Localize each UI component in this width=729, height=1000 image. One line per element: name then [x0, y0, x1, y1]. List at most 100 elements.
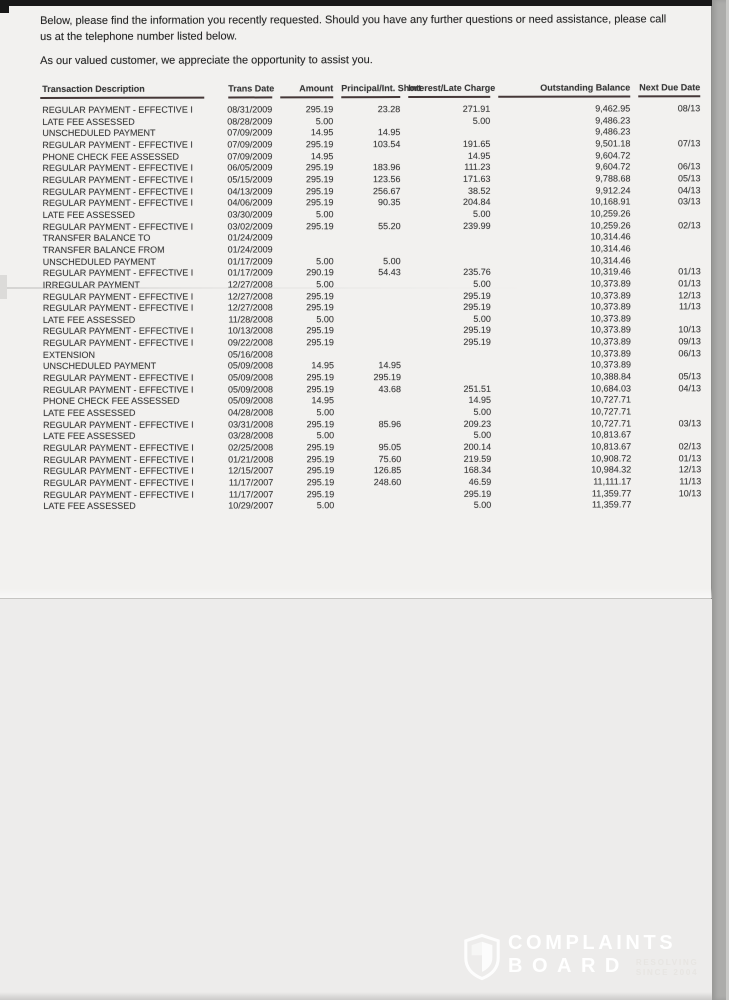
cell-amount: 295.19: [306, 383, 335, 395]
cell-amount: 14.95: [311, 360, 334, 371]
cell-principal-int-short: [334, 314, 401, 326]
cell-next-due-date: 12/13: [678, 289, 701, 300]
cell-principal-int-short: 103.54: [372, 139, 401, 150]
scan-bottom-shadow: [0, 992, 712, 1000]
cell-outstanding-balance: 9,604.72: [595, 150, 631, 161]
cell-next-due-date: 04/13: [677, 184, 701, 195]
watermark-title-top: COMPLAINTS: [508, 932, 677, 954]
cell-description: REGULAR PAYMENT - EFFECTIVE I: [42, 197, 194, 209]
cell-interest-late-charge: [401, 372, 491, 384]
cell-interest-late-charge: 14.95: [467, 150, 491, 161]
cell-outstanding-balance: 10,373.89: [590, 313, 631, 324]
cell-amount: 14.95: [311, 395, 335, 406]
header-next-due-date: Next Due Date: [638, 82, 701, 98]
paper-lower-fold-region: [0, 599, 712, 1000]
paper-crease-upper: [0, 287, 712, 289]
cell-amount: 295.19: [305, 174, 334, 185]
cell-interest-late-charge: 209.23: [463, 418, 492, 429]
table-row: LATE FEE ASSESSED 10/29/2007 5.00 5.00 1…: [41, 500, 701, 513]
cell-amount: 5.00: [316, 407, 335, 418]
cell-trans-date: 01/17/2009: [227, 255, 273, 267]
cell-next-due-date: 10/13: [678, 324, 701, 335]
cell-interest-late-charge: 46.59: [468, 476, 492, 487]
cell-interest-late-charge: [401, 244, 491, 256]
cell-trans-date: 01/21/2008: [228, 454, 274, 465]
cell-principal-int-short: 123.56: [372, 173, 401, 185]
cell-outstanding-balance: 10,259.26: [590, 220, 631, 231]
cell-next-due-date: [631, 430, 701, 442]
cell-description: REGULAR PAYMENT - EFFECTIVE I: [42, 186, 194, 197]
cell-description: TRANSFER BALANCE TO: [42, 232, 151, 244]
cell-description: REGULAR PAYMENT - EFFECTIVE I: [42, 302, 194, 314]
cell-amount: 5.00: [316, 500, 335, 511]
cell-interest-late-charge: 5.00: [473, 313, 491, 324]
cell-amount: 5.00: [316, 279, 334, 290]
cell-next-due-date: 04/13: [678, 383, 702, 394]
cell-interest-late-charge: 5.00: [473, 406, 492, 417]
cell-trans-date: 02/25/2008: [228, 442, 274, 453]
intro-paragraph: Below, please find the information you r…: [40, 12, 712, 45]
cell-outstanding-balance: 10,373.89: [590, 324, 631, 336]
header-outstanding-balance: Outstanding Balance: [498, 82, 631, 98]
cell-next-due-date: [630, 150, 700, 162]
cell-interest-late-charge: 5.00: [472, 115, 491, 126]
cell-trans-date: 01/17/2009: [227, 267, 273, 278]
cell-description: IRREGULAR PAYMENT: [42, 279, 140, 290]
cell-principal-int-short: [333, 116, 400, 128]
cell-outstanding-balance: 10,727.71: [590, 394, 632, 405]
table-body: REGULAR PAYMENT - EFFECTIVE I 08/31/2009…: [40, 103, 701, 513]
cell-trans-date: 07/09/2009: [227, 127, 273, 138]
cell-trans-date: 09/22/2008: [227, 337, 273, 348]
cell-description: REGULAR PAYMENT - EFFECTIVE I: [42, 104, 193, 115]
cell-amount: 295.19: [306, 220, 334, 231]
cell-trans-date: 05/16/2008: [227, 349, 273, 360]
cell-amount: [273, 244, 334, 256]
cell-description: REGULAR PAYMENT - EFFECTIVE I: [43, 477, 194, 488]
cell-outstanding-balance: 9,501.18: [595, 138, 631, 149]
cell-interest-late-charge: 191.65: [462, 138, 491, 149]
cell-amount: 290.19: [306, 267, 334, 278]
cell-amount: [273, 232, 334, 244]
cell-interest-late-charge: 295.19: [463, 325, 491, 336]
cell-interest-late-charge: 5.00: [473, 278, 491, 289]
cell-description: UNSCHEDULED PAYMENT: [42, 128, 156, 139]
cell-interest-late-charge: 111.23: [464, 162, 491, 173]
cell-outstanding-balance: 10,373.89: [590, 348, 631, 359]
cell-trans-date: 03/31/2008: [228, 419, 274, 430]
header-transaction-description: Transaction Description: [40, 83, 205, 99]
cell-next-due-date: 10/13: [678, 487, 702, 498]
cell-amount: 295.19: [306, 477, 335, 488]
cell-principal-int-short: [334, 407, 401, 419]
cell-description: LATE FEE ASSESSED: [42, 314, 136, 325]
cell-interest-late-charge: 5.00: [473, 430, 492, 441]
cell-description: TRANSFER BALANCE FROM: [42, 244, 165, 255]
cell-principal-int-short: [334, 337, 401, 349]
cell-next-due-date: [630, 115, 700, 127]
cell-description: REGULAR PAYMENT - EFFECTIVE I: [42, 267, 194, 279]
cell-outstanding-balance: 9,788.68: [595, 173, 631, 184]
cell-interest-late-charge: 295.19: [463, 488, 492, 499]
cell-interest-late-charge: 219.59: [463, 453, 492, 464]
cell-description: REGULAR PAYMENT - EFFECTIVE I: [42, 162, 193, 174]
cell-interest-late-charge: 5.00: [473, 500, 492, 511]
cell-next-due-date: 03/13: [678, 417, 702, 429]
cell-description: REGULAR PAYMENT - EFFECTIVE I: [43, 384, 194, 395]
paper-crease-edge-notch: [0, 275, 7, 299]
cell-description: REGULAR PAYMENT - EFFECTIVE I: [43, 419, 194, 430]
cell-principal-int-short: 95.05: [378, 442, 402, 453]
transaction-history-table: Transaction Description Trans Date Amoun…: [40, 80, 701, 513]
cell-principal-int-short: 295.19: [373, 372, 402, 383]
cell-principal-int-short: [334, 279, 401, 291]
cell-amount: 295.19: [305, 104, 334, 115]
cell-outstanding-balance: 10,314.46: [590, 254, 631, 266]
cell-outstanding-balance: 10,727.71: [591, 406, 632, 417]
cell-next-due-date: [631, 500, 701, 512]
cell-description: LATE FEE ASSESSED: [43, 407, 136, 419]
cell-next-due-date: 07/13: [677, 138, 701, 149]
cell-description: REGULAR PAYMENT - EFFECTIVE I: [42, 139, 193, 150]
cell-amount: 5.00: [316, 255, 334, 266]
cell-trans-date: 04/13/2009: [227, 185, 273, 197]
cell-principal-int-short: [334, 349, 401, 361]
cell-outstanding-balance: 10,373.89: [590, 301, 631, 312]
cell-principal-int-short: 14.95: [378, 360, 401, 371]
